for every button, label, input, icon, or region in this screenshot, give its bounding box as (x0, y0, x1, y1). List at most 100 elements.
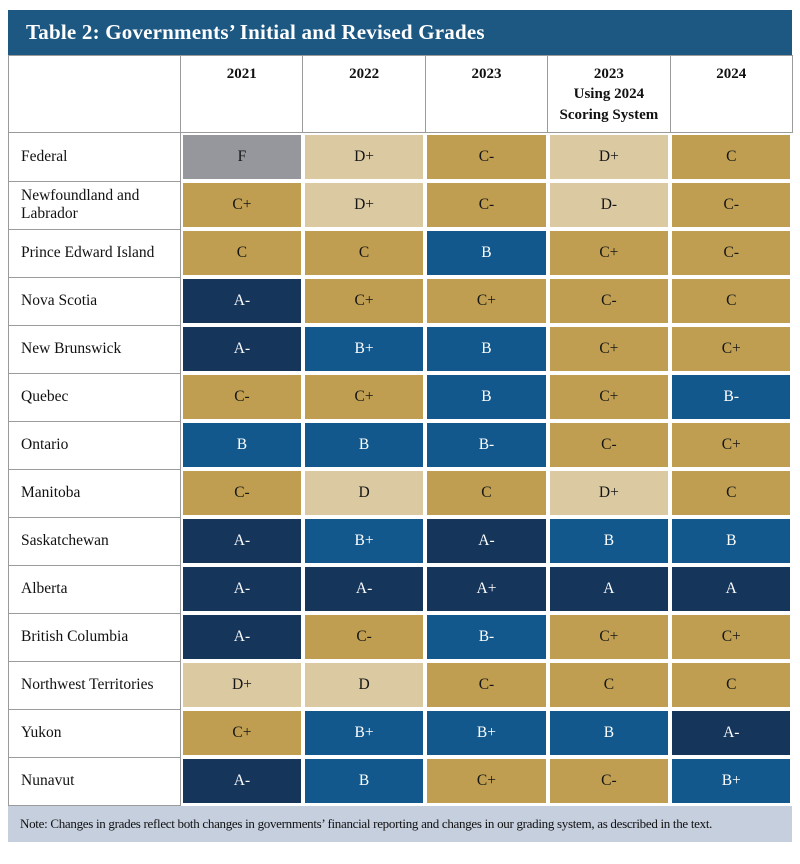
grade-value: B (672, 519, 791, 563)
grade-cell: A- (180, 277, 303, 325)
grade-cell: D+ (180, 661, 303, 709)
grade-value: B (549, 519, 669, 563)
grade-cell: C- (547, 277, 671, 325)
grade-cell: C+ (302, 373, 426, 421)
grade-cell: B+ (302, 517, 426, 565)
grade-cell: A- (180, 325, 303, 373)
grade-cell: A- (180, 613, 303, 661)
grade-cell: B- (425, 613, 548, 661)
grade-value: D (304, 663, 424, 707)
grade-cell: B- (425, 421, 548, 469)
grade-cell: C+ (670, 421, 793, 469)
grade-value: F (183, 135, 301, 179)
grade-value: B (427, 327, 546, 371)
grade-cell: B (302, 421, 426, 469)
grade-cell: C+ (547, 229, 671, 277)
grade-cell: A- (302, 565, 426, 613)
grade-value: C- (549, 279, 669, 323)
row-label: Quebec (8, 372, 181, 422)
table-row: Ontario B B B- C- C+ (8, 420, 793, 470)
grade-cell: C+ (547, 325, 671, 373)
grade-cell: D- (547, 181, 671, 229)
table-row: New Brunswick A- B+ B C+ C+ (8, 324, 793, 374)
grade-cell: C+ (425, 277, 548, 325)
grade-cell: A- (670, 709, 793, 757)
row-label: Nova Scotia (8, 276, 181, 326)
grade-cell: C+ (547, 613, 671, 661)
grade-cell: C- (180, 373, 303, 421)
grade-cell: B- (670, 373, 793, 421)
grade-value: D+ (304, 135, 424, 179)
grade-value: C- (183, 471, 301, 515)
note-bar: Note: Changes in grades reflect both cha… (8, 805, 792, 842)
table-row: Alberta A- A- A+ A A (8, 564, 793, 614)
row-label: Manitoba (8, 468, 181, 518)
grade-value: D- (549, 183, 669, 227)
grade-value: C+ (549, 231, 669, 275)
grade-value: B+ (427, 711, 546, 755)
table-row: Quebec C- C+ B C+ B- (8, 372, 793, 422)
row-label: Ontario (8, 420, 181, 470)
grade-cell: B+ (302, 709, 426, 757)
grade-cell: B (547, 709, 671, 757)
grade-cell: D+ (547, 132, 671, 181)
grade-cell: B (670, 517, 793, 565)
grade-value: B (549, 711, 669, 755)
grade-value: B (304, 759, 424, 803)
grade-cell: C- (425, 661, 548, 709)
grade-cell: C- (302, 613, 426, 661)
grade-cell: B+ (670, 757, 793, 805)
grade-cell: C (670, 469, 793, 517)
table-title-bar: Table 2: Governments’ Initial and Revise… (8, 10, 792, 55)
table-title: Table 2: Governments’ Initial and Revise… (26, 20, 485, 44)
grade-value: C+ (549, 327, 669, 371)
grade-value: C (672, 135, 791, 179)
grade-cell: C- (547, 421, 671, 469)
grade-cell: C- (425, 132, 548, 181)
grade-value: A+ (427, 567, 546, 611)
corner-cell (8, 55, 181, 133)
grade-value: B (304, 423, 424, 467)
grades-table: 2021 2022 2023 2023 Using 2024 Scoring Syst… (8, 55, 793, 806)
table-row: Nunavut A- B C+ C- B+ (8, 756, 793, 806)
grade-value: C+ (427, 759, 546, 803)
grade-value: C (427, 471, 546, 515)
grade-value: C+ (672, 327, 791, 371)
grade-cell: A (547, 565, 671, 613)
grade-value: B (183, 423, 301, 467)
row-label: Yukon (8, 708, 181, 758)
grade-value: C+ (183, 711, 301, 755)
grade-cell: B (547, 517, 671, 565)
grade-value: C- (549, 423, 669, 467)
table-row: Nova Scotia A- C+ C+ C- C (8, 276, 793, 326)
grade-value: D+ (304, 183, 424, 227)
grade-value: C (304, 231, 424, 275)
grade-cell: C+ (302, 277, 426, 325)
grade-value: C+ (549, 375, 669, 419)
grade-value: B- (427, 423, 546, 467)
grade-value: D (304, 471, 424, 515)
grade-cell: B (425, 373, 548, 421)
grade-cell: B+ (302, 325, 426, 373)
note-text: Note: Changes in grades reflect both cha… (20, 815, 713, 831)
grade-value: C- (427, 663, 546, 707)
table-row: British Columbia A- C- B- C+ C+ (8, 612, 793, 662)
grade-value: C (549, 663, 669, 707)
grade-cell: A- (425, 517, 548, 565)
row-label: Northwest Territories (8, 660, 181, 710)
row-label: British Columbia (8, 612, 181, 662)
grade-value: B+ (672, 759, 791, 803)
row-label: Prince Edward Island (8, 228, 181, 278)
grade-value: C+ (672, 615, 791, 659)
grade-value: B+ (304, 519, 424, 563)
grade-value: B (427, 231, 546, 275)
grade-value: D+ (549, 471, 669, 515)
grade-cell: A (670, 565, 793, 613)
grade-value: C- (427, 135, 546, 179)
column-header: 2024 (669, 55, 793, 133)
grade-cell: C- (180, 469, 303, 517)
grade-value: A- (427, 519, 546, 563)
grade-value: C- (304, 615, 424, 659)
grade-cell: C+ (180, 181, 303, 229)
grade-value: C (672, 471, 791, 515)
